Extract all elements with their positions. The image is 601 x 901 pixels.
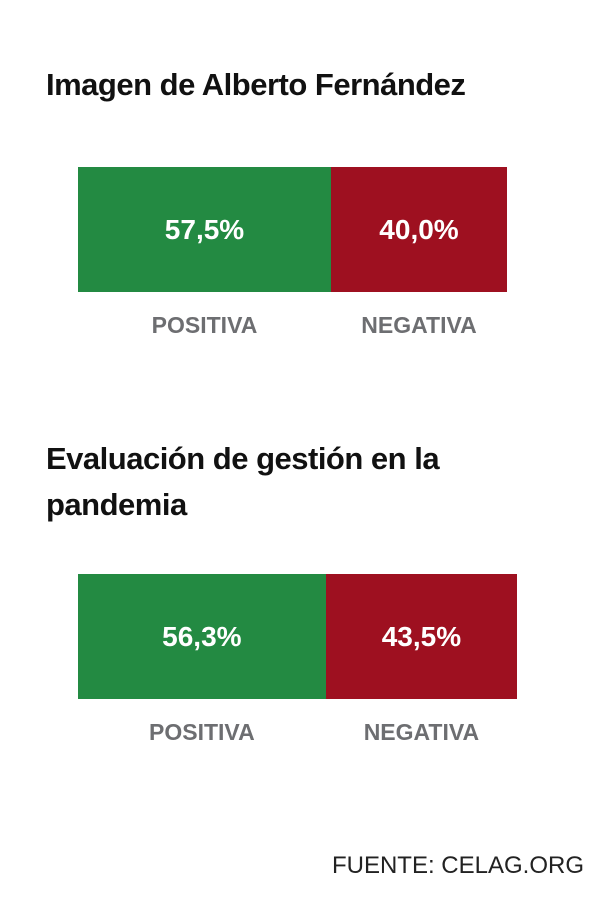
source: FUENTE: CELAG.ORG <box>331 852 584 879</box>
chart: Evaluación de gestión en la pandemia 56,3… <box>46 436 586 766</box>
chart: Imagen de Alberto Fernández 57,5% 40,0% POS… <box>46 62 586 392</box>
bar-segment: 43,5% <box>325 574 518 699</box>
bar-segment: 40,0% <box>331 167 507 292</box>
value-label: 43,5% <box>381 620 462 652</box>
bar: 56,3% 43,5% <box>78 574 518 699</box>
legend-label: POSITIVA <box>149 719 255 745</box>
bar-segment: 57,5% <box>78 167 331 292</box>
value-label: 40,0% <box>379 213 459 245</box>
legend-label: NEGATIVA <box>361 312 477 338</box>
chart-title: Imagen de Alberto Fernández <box>46 67 466 102</box>
legend-label: NEGATIVA <box>363 719 480 745</box>
chart-title: Evaluación de gestión en la pandemia <box>46 441 440 522</box>
value-label: 57,5% <box>164 213 245 245</box>
bar-segment: 56,3% <box>78 574 326 699</box>
value-label: 56,3% <box>162 620 242 652</box>
bar: 57,5% 40,0% <box>78 167 518 292</box>
legend-label: POSITIVA <box>151 312 258 338</box>
